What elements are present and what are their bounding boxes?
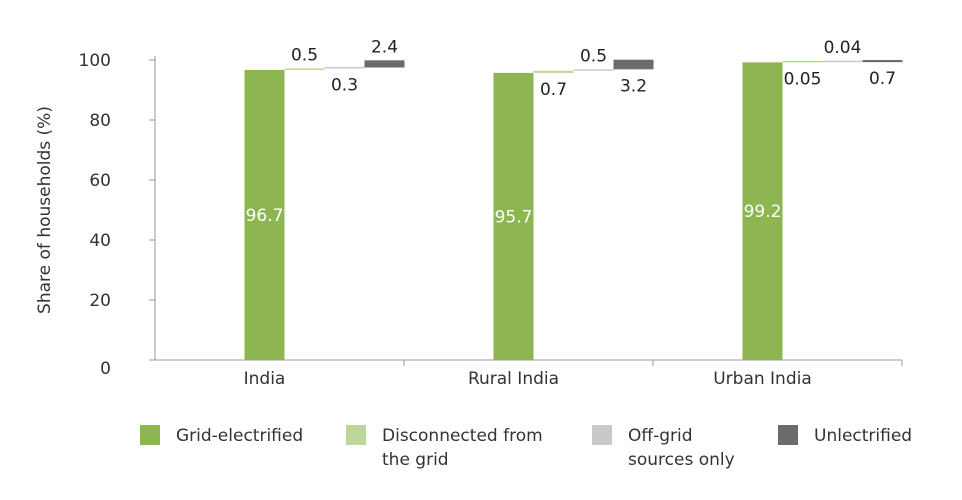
y-tick-label: 60 — [89, 171, 111, 191]
bar-urban-india-unlectrified — [862, 60, 903, 63]
legend-swatch-disconnected — [346, 425, 366, 445]
x-axis: India Rural India Urban India — [155, 359, 903, 389]
data-label-india-off-grid-sources-only: 0.3 — [331, 75, 358, 95]
bar-urban-india-grid-electrified — [742, 62, 783, 361]
legend-item-grid-electrified: Grid-electrified — [140, 424, 303, 448]
y-axis-title: Share of households (%) — [35, 106, 55, 314]
x-tick-label-india: India — [244, 369, 286, 389]
data-label-rural-india-grid-electrified: 95.7 — [495, 207, 533, 227]
y-tick-label: 20 — [89, 291, 111, 311]
chart: 0 20 40 60 80 100 Share of households (%) Indi… — [35, 37, 903, 389]
bar-rural-india-disconnected-from-the-grid — [533, 70, 574, 73]
bar-urban-india-off-grid-sources-only — [822, 60, 863, 63]
data-labels: 96.7 0.5 0.3 2.4 95.7 0.7 0.5 3.2 99.2 0.050.04 0.… — [246, 37, 896, 227]
legend-swatch-grid-electrified — [140, 425, 160, 445]
bar-urban-india-disconnected-from-the-grid — [782, 60, 823, 63]
bar-india-unlectrified — [364, 60, 405, 68]
bar-rural-india-off-grid-sources-only — [573, 69, 614, 71]
data-label-india-grid-electrified: 96.7 — [246, 206, 284, 226]
y-tick-label: 100 — [79, 51, 111, 71]
bar-rural-india-unlectrified — [613, 59, 654, 70]
data-label-rural-india-unlectrified: 3.2 — [620, 76, 647, 96]
y-axis: 0 20 40 60 80 100 Share of households (%) — [35, 51, 156, 379]
legend-label-disconnected: Disconnected from the grid — [382, 426, 543, 470]
legend-label-off-grid: Off-grid sources only — [628, 426, 735, 470]
y-tick-label: 0 — [100, 359, 111, 379]
legend: Grid-electrified Disconnected from the g… — [140, 424, 940, 474]
legend-swatch-unelectrified — [778, 425, 798, 445]
data-label-india-unlectrified: 2.4 — [371, 37, 398, 57]
data-label-rural-india-off-grid-sources-only: 0.5 — [580, 46, 607, 66]
bar-india-disconnected-from-the-grid — [284, 68, 325, 70]
legend-item-unelectrified: Unlectrified — [778, 424, 912, 448]
data-label-india-disconnected-from-the-grid: 0.5 — [291, 45, 318, 65]
legend-item-disconnected: Disconnected from the grid — [346, 424, 543, 472]
data-label-urban-india-disconnected-from-the-grid: 0.05 — [784, 69, 822, 89]
y-tick-label: 40 — [89, 231, 111, 251]
bars — [244, 59, 903, 361]
legend-label-unelectrified: Unlectrified — [814, 426, 913, 446]
bar-rural-india-grid-electrified — [493, 72, 534, 361]
data-label-urban-india-off-grid-sources-only: 0.04 — [824, 38, 862, 58]
data-label-urban-india-unlectrified: 0.7 — [869, 69, 896, 89]
x-tick-label-urban-india: Urban India — [713, 369, 812, 389]
y-tick-label: 80 — [89, 111, 111, 131]
legend-label-grid-electrified: Grid-electrified — [176, 426, 304, 446]
data-label-rural-india-disconnected-from-the-grid: 0.7 — [540, 80, 567, 100]
legend-item-off-grid: Off-grid sources only — [592, 424, 735, 472]
legend-swatch-off-grid — [592, 425, 612, 445]
bar-india-off-grid-sources-only — [324, 66, 365, 69]
x-tick-label-rural-india: Rural India — [468, 369, 559, 389]
bar-india-grid-electrified — [244, 69, 285, 361]
data-label-urban-india-grid-electrified: 99.2 — [744, 202, 782, 222]
